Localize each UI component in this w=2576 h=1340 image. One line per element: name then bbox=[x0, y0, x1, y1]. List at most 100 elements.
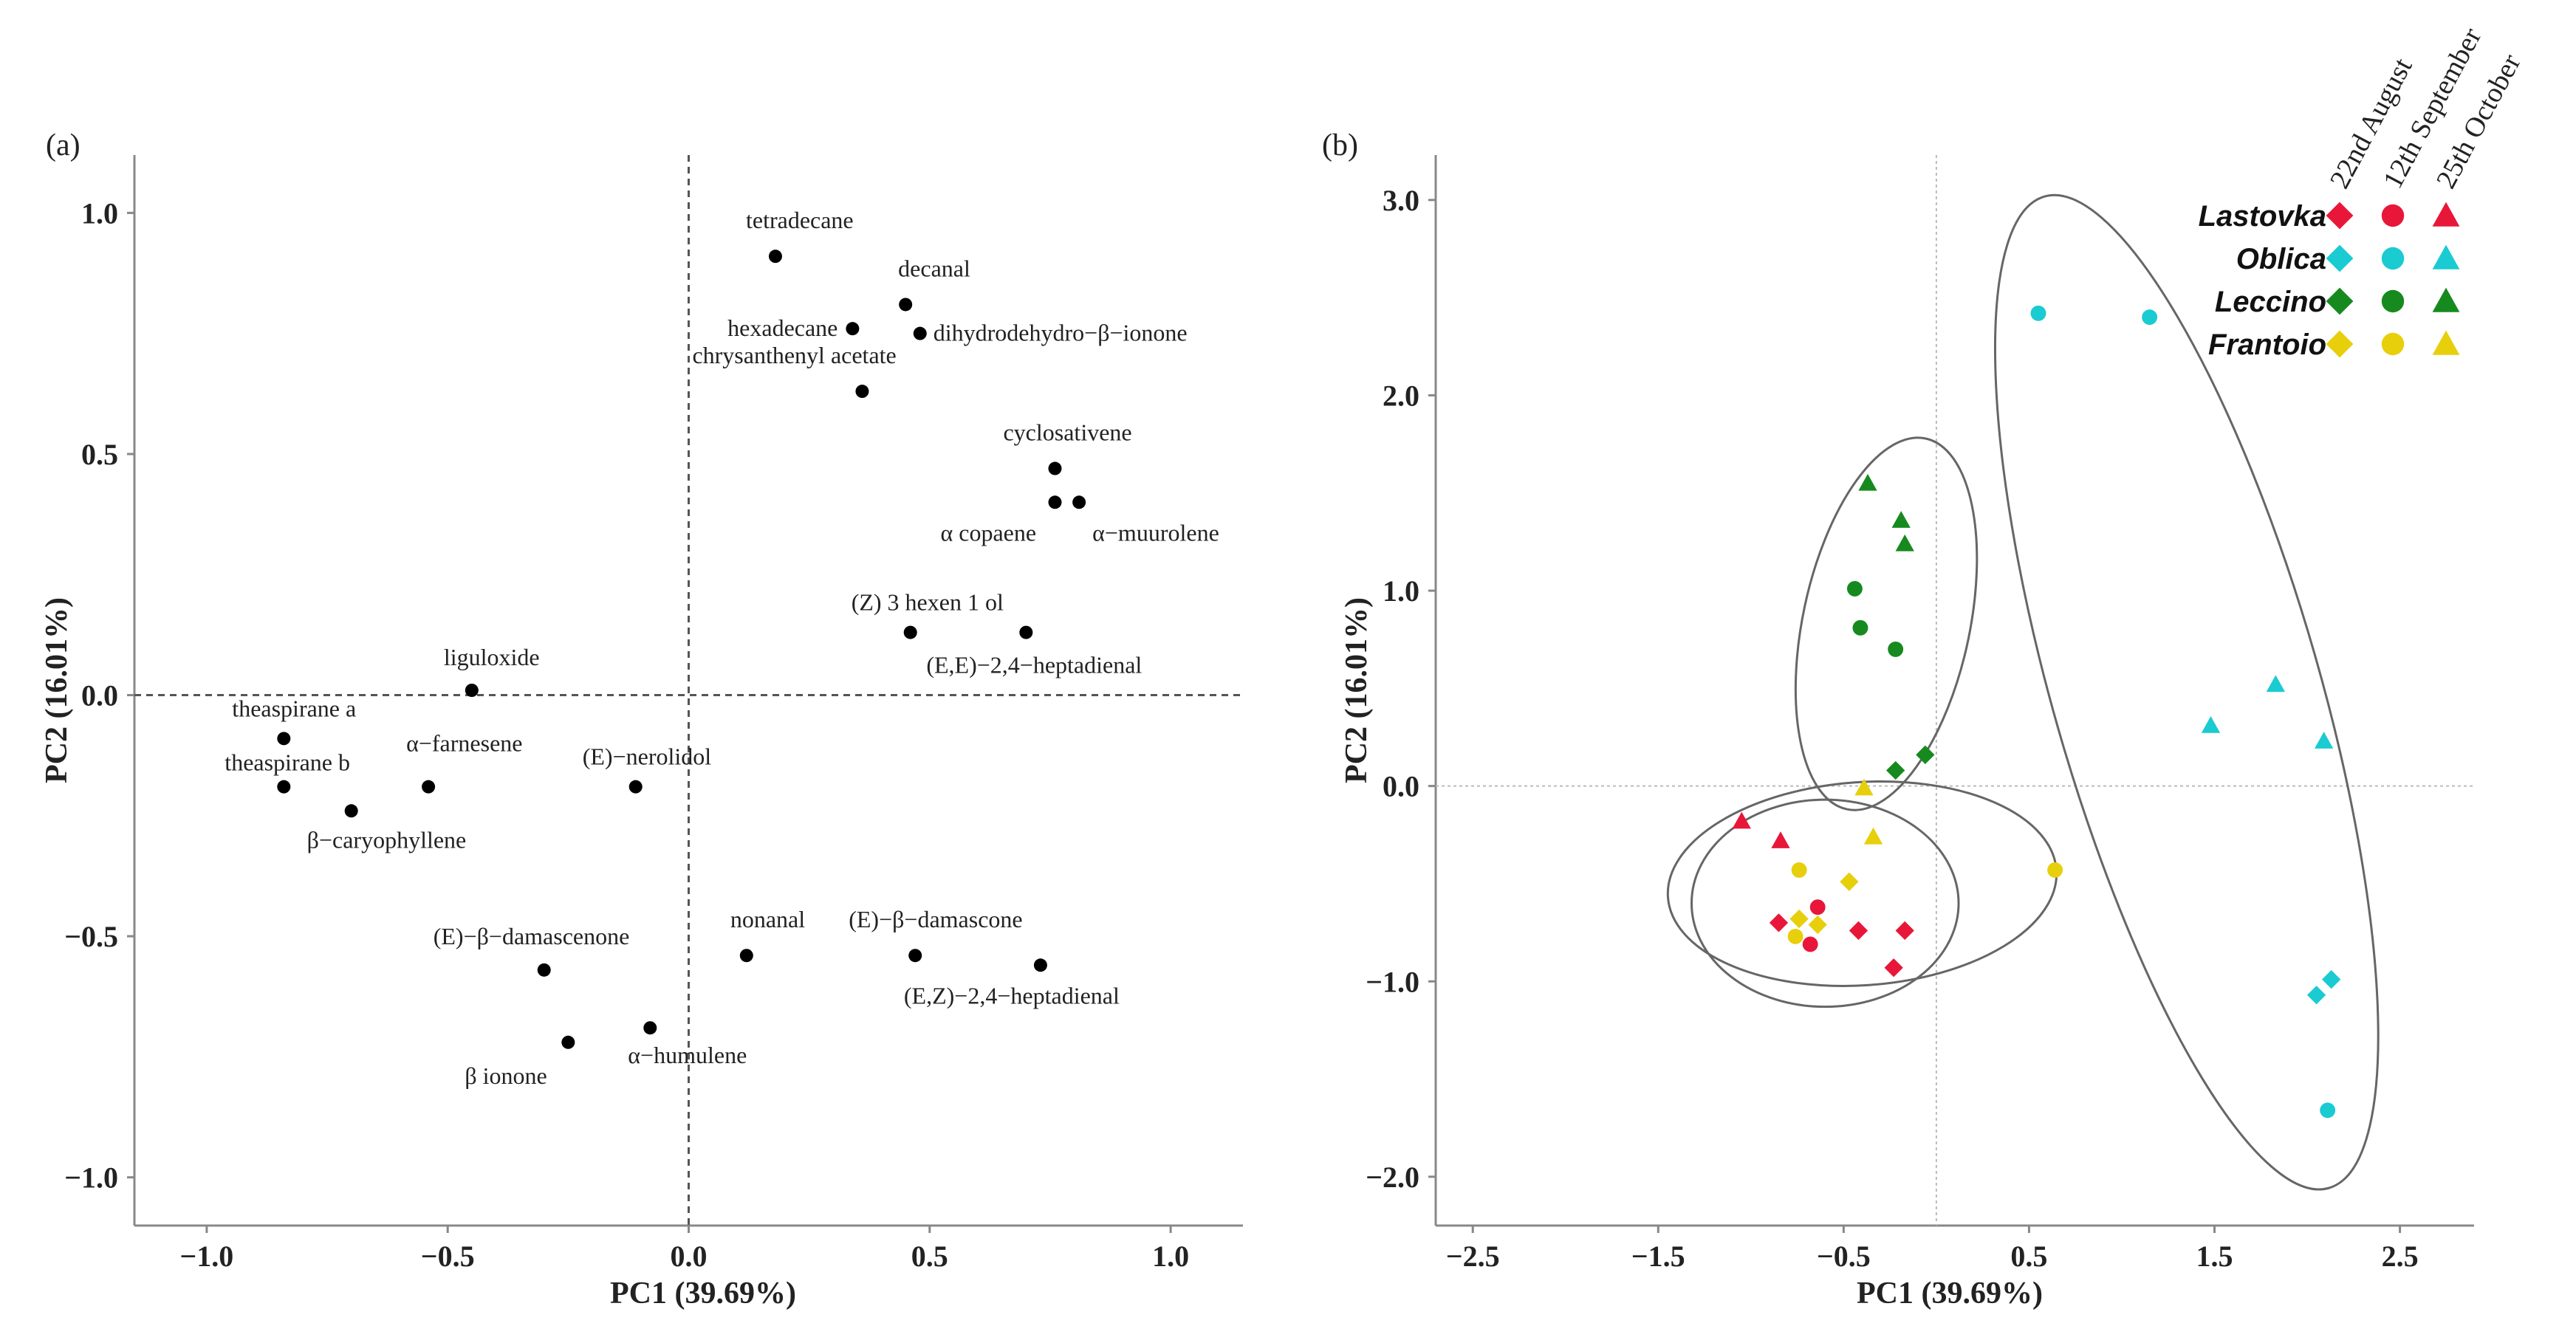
point-label-e-e-2-4-heptadienal: (E,E)−2,4−heptadienal bbox=[926, 652, 1142, 678]
panel-b-y-tick-label: 3.0 bbox=[1383, 184, 1419, 217]
point-label-e-z-2-4-heptadienal: (E,Z)−2,4−heptadienal bbox=[904, 982, 1120, 1009]
point-copaene bbox=[1048, 495, 1062, 509]
marker-lastovka-circle bbox=[1809, 899, 1826, 915]
point-label-ionone: β ionone bbox=[465, 1062, 547, 1089]
point-label-decanal: decanal bbox=[898, 255, 970, 281]
marker-leccino-diamond bbox=[1886, 760, 1905, 780]
point-label-theaspirane-b: theaspirane b bbox=[225, 749, 350, 776]
panel-b-x-tick-label: −0.5 bbox=[1817, 1240, 1871, 1273]
marker-leccino-triangle bbox=[1891, 511, 1911, 528]
marker-oblica-diamond bbox=[2322, 969, 2341, 989]
legend-label-frantoio: Frantoio bbox=[2208, 329, 2326, 361]
point-label-e-nerolidol: (E)−nerolidol bbox=[583, 743, 712, 770]
panel-a-x-tick-label: 0.5 bbox=[911, 1240, 948, 1273]
point-liguloxide bbox=[465, 684, 479, 697]
point-label-tetradecane: tetradecane bbox=[746, 207, 854, 233]
point-e-z-2-4-heptadienal bbox=[1033, 958, 1047, 972]
point-chrysanthenyl-acetate bbox=[855, 385, 869, 399]
point-caryophyllene bbox=[344, 804, 358, 818]
point-nonanal bbox=[739, 949, 753, 963]
marker-frantoio-diamond bbox=[1789, 909, 1809, 929]
ellipse-lastovka bbox=[1690, 798, 1960, 1009]
panel-b-label: (b) bbox=[1322, 128, 1358, 162]
legend-label-leccino: Leccino bbox=[2215, 286, 2326, 318]
legend-marker-leccino-triangle bbox=[2432, 287, 2460, 312]
marker-frantoio-circle bbox=[1787, 928, 1803, 944]
legend-marker-leccino-circle bbox=[2381, 289, 2405, 313]
panel-b-points bbox=[1732, 305, 2341, 1119]
panel-b-x-tick-label: 1.5 bbox=[2196, 1240, 2233, 1273]
panel-a-y-tick-label: 1.0 bbox=[81, 196, 118, 230]
point-label-e-damascone: (E)−β−damascone bbox=[849, 906, 1022, 932]
legend-marker-lastovka-diamond bbox=[2326, 202, 2354, 230]
marker-lastovka-circle bbox=[1802, 936, 1818, 952]
marker-leccino-circle bbox=[1888, 641, 1904, 657]
marker-frantoio-triangle bbox=[1854, 778, 1874, 796]
panel-a-x-tick-label: −1.0 bbox=[179, 1240, 233, 1273]
point-humulene bbox=[643, 1021, 657, 1035]
point-farnesene bbox=[422, 780, 436, 794]
panel-a-y-ticks: −1.0 −0.5 0.0 0.5 1.0 bbox=[64, 196, 134, 1195]
point-e-e-2-4-heptadienal bbox=[1019, 625, 1033, 639]
panel-b-x-axis-title: PC1 (39.69%) bbox=[1857, 1277, 2043, 1310]
point-label-e-damascenone: (E)−β−damascenone bbox=[434, 923, 630, 949]
point-label-copaene: α copaene bbox=[940, 519, 1036, 546]
panel-a-x-ticks: −1.0 −0.5 0.0 0.5 1.0 bbox=[179, 1226, 1189, 1273]
panel-b-y-ticks: −2.0 −1.0 0.0 1.0 2.0 3.0 bbox=[1366, 184, 1436, 1194]
panel-b-ellipses bbox=[1666, 193, 2380, 1191]
marker-lastovka-diamond bbox=[1884, 958, 1903, 977]
point-decanal bbox=[899, 298, 913, 312]
panel-b-y-tick-label: −2.0 bbox=[1366, 1161, 1419, 1194]
panel-a-x-tick-label: −0.5 bbox=[421, 1240, 475, 1273]
point-label-theaspirane-a: theaspirane a bbox=[232, 695, 356, 721]
point-dihydrodehydro-ionone bbox=[913, 326, 927, 340]
panel-a-points: tetradecane decanal hexadecane dihydrodehyd… bbox=[225, 207, 1219, 1089]
marker-frantoio-diamond bbox=[1808, 915, 1827, 935]
point-label-farnesene: α−farnesene bbox=[406, 730, 522, 757]
marker-lastovka-diamond bbox=[1769, 913, 1789, 932]
marker-frantoio-triangle bbox=[1863, 827, 1883, 845]
panel-a: (a) −1.0 −0.5 0.0 0.5 1.0 −1.0−0.50.00.51.0 … bbox=[40, 128, 1243, 1310]
panel-b-y-tick-label: 0.0 bbox=[1383, 770, 1419, 803]
point-label-muurolene: α−muurolene bbox=[1092, 519, 1219, 546]
legend-marker-frantoio-triangle bbox=[2432, 330, 2460, 355]
point-label-nonanal: nonanal bbox=[730, 906, 805, 932]
legend-marker-oblica-diamond bbox=[2326, 244, 2354, 272]
point-tetradecane bbox=[768, 250, 782, 264]
point-label-z-3-hexen-1-ol: (Z) 3 hexen 1 ol bbox=[852, 589, 1004, 616]
marker-leccino-triangle bbox=[1858, 473, 1877, 491]
panel-b-x-tick-label: 0.5 bbox=[2010, 1240, 2047, 1273]
panel-a-y-axis-title: PC2 (16.01%) bbox=[40, 597, 74, 783]
point-e-damascenone bbox=[537, 963, 551, 977]
marker-leccino-triangle bbox=[1895, 534, 1914, 552]
point-label-cyclosativene: cyclosativene bbox=[1003, 419, 1131, 446]
marker-lastovka-triangle bbox=[1771, 831, 1790, 848]
point-label-liguloxide: liguloxide bbox=[444, 644, 540, 670]
marker-oblica-triangle bbox=[2201, 715, 2221, 733]
marker-oblica-circle bbox=[2142, 309, 2158, 326]
panel-a-x-axis-title: PC1 (39.69%) bbox=[610, 1277, 796, 1310]
marker-lastovka-diamond bbox=[1895, 921, 1914, 941]
point-theaspirane-a bbox=[277, 732, 291, 746]
marker-oblica-circle bbox=[2030, 305, 2046, 321]
panel-b-y-axis-title: PC2 (16.01%) bbox=[1340, 597, 1374, 783]
point-label-humulene: α−humulene bbox=[628, 1042, 747, 1068]
ellipse-oblica bbox=[1993, 193, 2380, 1191]
legend-marker-oblica-triangle bbox=[2432, 244, 2460, 269]
panel-b-y-tick-label: 2.0 bbox=[1383, 379, 1419, 412]
marker-leccino-circle bbox=[1852, 619, 1868, 636]
panel-a-y-tick-label: 0.5 bbox=[81, 438, 118, 471]
marker-leccino-diamond bbox=[1916, 745, 1935, 764]
marker-lastovka-diamond bbox=[1849, 921, 1868, 941]
panel-a-x-tick-label: 0.0 bbox=[671, 1240, 708, 1273]
panel-b-x-tick-label: −2.5 bbox=[1446, 1240, 1500, 1273]
legend-marker-lastovka-circle bbox=[2381, 204, 2405, 227]
point-label-chrysanthenyl-acetate: chrysanthenyl acetate bbox=[692, 342, 896, 368]
panel-a-x-tick-label: 1.0 bbox=[1152, 1240, 1189, 1273]
marker-frantoio-circle bbox=[2047, 862, 2063, 878]
marker-oblica-triangle bbox=[2314, 732, 2334, 749]
legend-marker-frantoio-circle bbox=[2381, 332, 2405, 356]
point-e-nerolidol bbox=[628, 780, 643, 794]
